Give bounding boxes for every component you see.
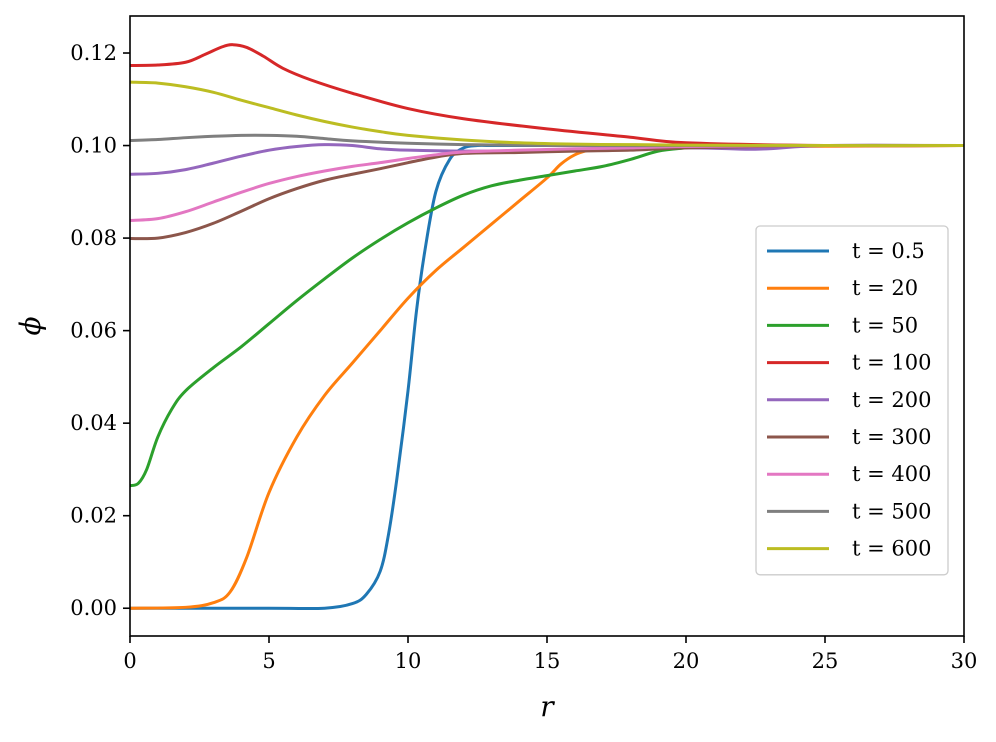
series-line-5 (129, 143, 965, 241)
x-tick-label: 30 (951, 649, 978, 673)
legend-label-0: t = 0.5 (852, 239, 925, 263)
x-tick-label: 10 (395, 649, 422, 673)
legend-label-6: t = 400 (852, 462, 931, 486)
x-tick-label: 25 (812, 649, 839, 673)
series-line-2 (129, 143, 964, 488)
y-tick-label: 0.12 (70, 41, 117, 65)
y-tick-label: 0.06 (70, 319, 117, 343)
legend-label-3: t = 100 (852, 351, 931, 375)
legend-label-2: t = 50 (852, 313, 918, 337)
legend: t = 0.5 t = 20 t = 50 t = 100 t = 200 t = 300… (755, 225, 949, 576)
legend-label-1: t = 20 (852, 276, 918, 300)
x-tick-label: 0 (123, 649, 136, 673)
x-axis-ticks: 0 5 10 15 20 25 30 (123, 636, 977, 673)
y-tick-label: 0.00 (70, 596, 117, 620)
y-tick-label: 0.02 (70, 504, 117, 528)
x-tick-label: 5 (262, 649, 275, 673)
x-tick-label: 15 (534, 649, 561, 673)
y-axis-title: ϕ (14, 316, 47, 335)
y-tick-label: 0.04 (70, 411, 117, 435)
y-tick-label: 0.10 (70, 134, 117, 158)
x-axis-title: r (540, 690, 555, 723)
legend-label-5: t = 300 (852, 425, 931, 449)
legend-label-4: t = 200 (852, 388, 931, 412)
series-line-3 (129, 43, 965, 148)
series-line-8 (129, 80, 965, 148)
x-tick-label: 20 (673, 649, 700, 673)
series-layer (129, 43, 965, 611)
y-axis-ticks: 0.00 0.02 0.04 0.06 0.08 0.10 0.12 (70, 41, 130, 620)
series-line-4 (129, 143, 965, 176)
y-tick-label: 0.08 (70, 226, 117, 250)
legend-label-7: t = 500 (852, 499, 931, 523)
legend-label-8: t = 600 (852, 537, 931, 561)
legend-frame (755, 225, 949, 576)
